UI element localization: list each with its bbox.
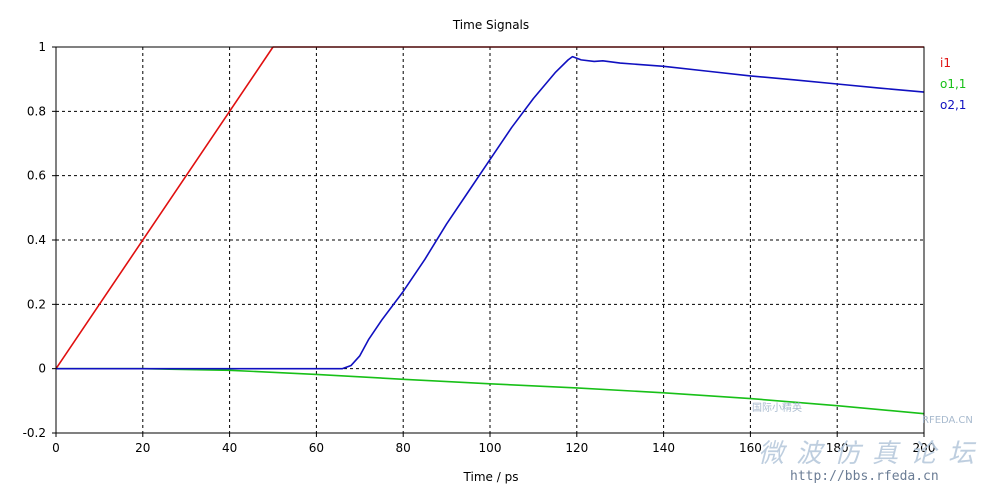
y-tick-label: 0.2 (27, 297, 46, 311)
tick-marks (52, 46, 925, 437)
legend-entry-3: o2,1 (940, 98, 966, 112)
y-tick-label: -0.2 (23, 426, 46, 440)
x-tick-label: 160 (739, 441, 762, 455)
watermark-small-text: 国际小精英 (752, 401, 802, 414)
x-tick-label: 100 (479, 441, 502, 455)
watermark-brand: RFEDA.CN (922, 415, 973, 426)
legend-entry-1: i1 (940, 56, 951, 70)
y-tick-label: 0.8 (27, 104, 46, 118)
y-tick-labels: -0.2 0 0.2 0.4 0.6 0.8 1 (23, 40, 46, 440)
x-tick-label: 20 (135, 441, 150, 455)
y-tick-label: 0 (38, 362, 46, 376)
x-tick-label: 140 (652, 441, 675, 455)
x-tick-label: 60 (309, 441, 324, 455)
x-tick-label: 80 (396, 441, 411, 455)
x-tick-label: 40 (222, 441, 237, 455)
x-tick-label: 120 (565, 441, 588, 455)
y-tick-label: 1 (38, 40, 46, 54)
series-line-2 (56, 367, 925, 415)
x-axis-label: Time / ps (463, 470, 519, 484)
watermark-chinese-text: 微波仿真论坛 (758, 439, 986, 469)
legend: i1 o1,1 o2,1 (940, 56, 966, 112)
legend-entry-2: o1,1 (940, 77, 966, 91)
watermark-url: http://bbs.rfeda.cn (790, 469, 939, 484)
y-tick-label: 0.4 (27, 233, 46, 247)
grid-lines (56, 47, 924, 433)
x-tick-label: 180 (826, 441, 849, 455)
x-tick-label: 200 (913, 441, 936, 455)
y-tick-label: 0.6 (27, 169, 46, 183)
x-tick-labels: 0 20 40 60 80 100 120 140 160 180 200 (52, 441, 935, 455)
chart-title: Time Signals (452, 18, 529, 32)
series-line-3 (56, 55, 925, 370)
x-tick-label: 0 (52, 441, 60, 455)
watermark: 国际小精英 RFEDA.CN 微波仿真论坛 http://bbs.rfeda.c… (752, 401, 986, 484)
